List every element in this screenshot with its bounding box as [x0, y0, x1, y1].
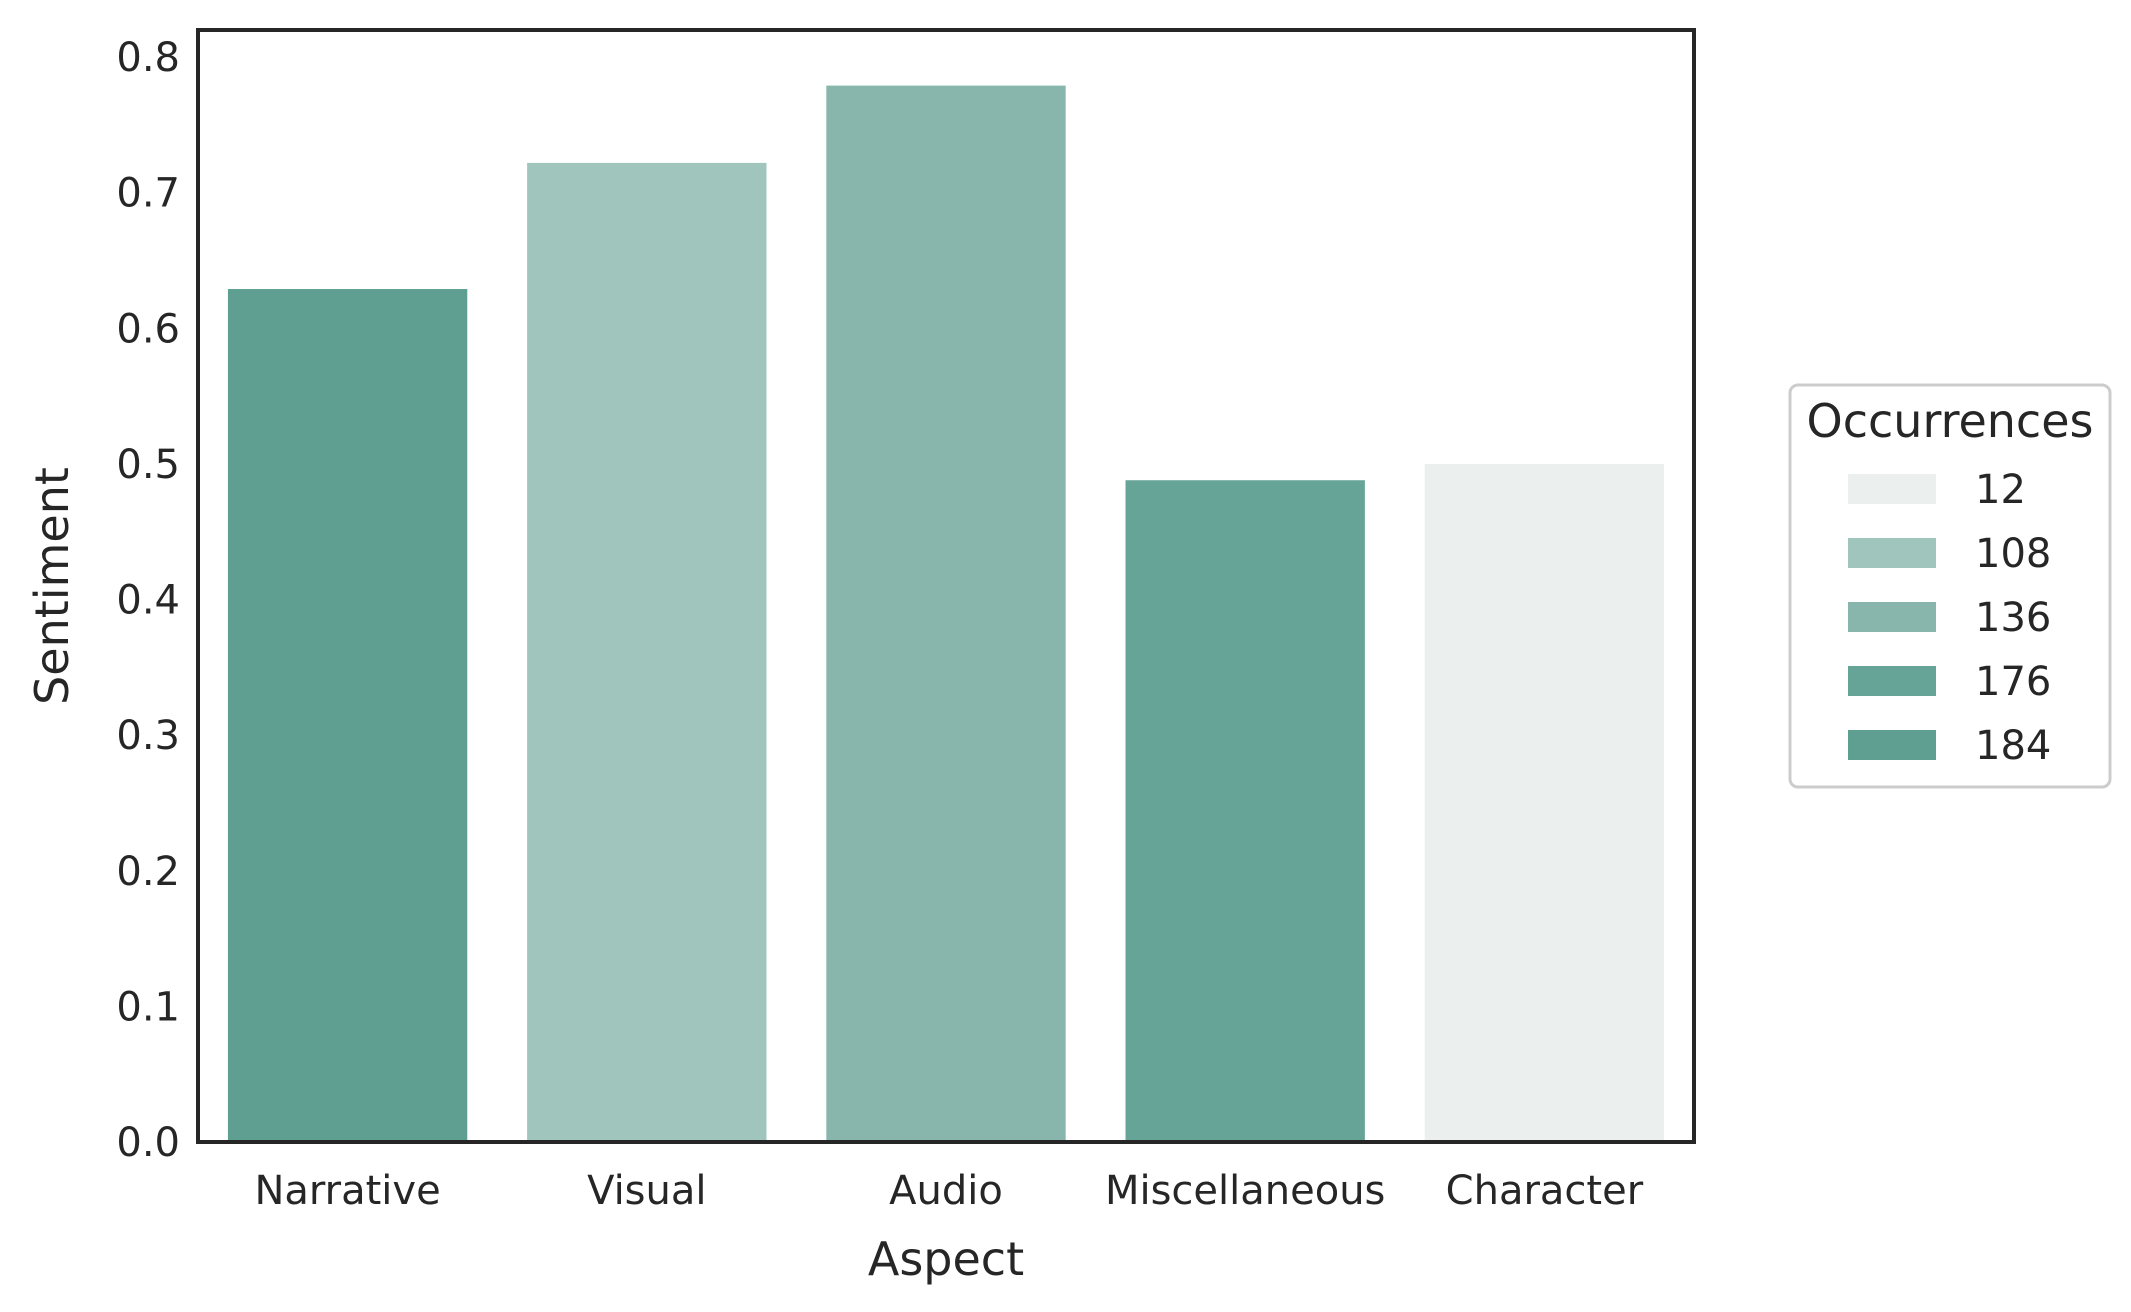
legend-swatch [1848, 666, 1936, 696]
y-tick-label: 0.7 [116, 171, 180, 217]
legend: Occurrences 12 108 136 176 184 [1788, 383, 2112, 789]
bar-visual [527, 162, 767, 1142]
legend-label: 176 [1975, 659, 2051, 705]
x-tick-labels: Narrative Visual Audio Miscellaneous Charact… [254, 1168, 1643, 1214]
bar-miscellaneous [1125, 480, 1365, 1143]
y-tick-label: 0.2 [116, 849, 180, 895]
y-tick-label: 0.4 [116, 578, 180, 624]
legend-swatch [1848, 602, 1936, 632]
y-tick-label: 0.0 [116, 1120, 180, 1166]
x-tick-label: Character [1446, 1168, 1644, 1214]
bar-character [1424, 463, 1665, 1142]
y-tick-label: 0.5 [116, 442, 180, 488]
x-tick-label: Miscellaneous [1105, 1168, 1385, 1214]
legend-swatch [1848, 538, 1936, 568]
legend-entries: 12 108 136 176 184 [1848, 467, 2051, 769]
legend-title: Occurrences [1807, 394, 2094, 448]
y-tick-label: 0.6 [116, 306, 180, 352]
x-tick-label: Narrative [254, 1168, 440, 1214]
y-tick-label: 0.3 [116, 713, 180, 759]
bars-group [227, 85, 1665, 1143]
legend-label: 12 [1975, 467, 2026, 513]
y-axis-label: Sentiment [25, 467, 79, 705]
y-tick-label: 0.8 [116, 35, 180, 81]
x-axis-label: Aspect [868, 1232, 1024, 1286]
y-tick-labels: 0.0 0.1 0.2 0.3 0.4 0.5 0.6 0.7 0.8 [116, 35, 180, 1166]
x-tick-label: Visual [587, 1168, 706, 1214]
plot-frame [196, 28, 1696, 1144]
legend-label: 108 [1975, 531, 2051, 577]
y-tick-label: 0.1 [116, 984, 180, 1030]
legend-swatch [1848, 474, 1936, 504]
bar-audio [826, 85, 1066, 1143]
legend-label: 184 [1975, 723, 2051, 769]
legend-label: 136 [1975, 595, 2051, 641]
legend-swatch [1848, 730, 1936, 760]
x-tick-label: Audio [889, 1168, 1003, 1214]
bar-narrative [227, 289, 468, 1142]
